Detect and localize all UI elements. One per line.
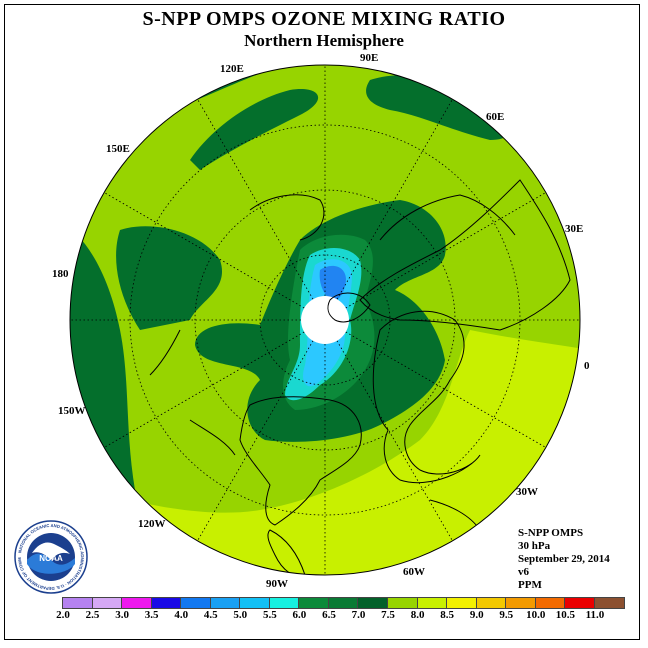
lon-label-30w: 30W — [516, 486, 538, 498]
colorbar — [62, 597, 626, 609]
ozone-dark-region-pacific — [116, 226, 223, 330]
colorbar-swatch — [210, 598, 241, 608]
page-frame — [4, 4, 640, 640]
lon-label-120w: 120W — [138, 518, 166, 530]
colorbar-swatch — [417, 598, 448, 608]
colorbar-ticks: 2.0 2.5 3.0 3.5 4.0 4.5 5.0 5.5 6.0 6.5 7.0 7.5 8.0 8… — [56, 609, 604, 623]
colorbar-tick-label: 9.5 — [499, 609, 514, 621]
info-units: PPM — [518, 579, 542, 591]
colorbar-swatch — [122, 598, 152, 608]
colorbar-swatch — [269, 598, 300, 608]
info-level: 30 hPa — [518, 540, 551, 552]
meridian-line — [336, 98, 453, 300]
page-title: S-NPP OMPS OZONE MIXING RATIO — [142, 8, 506, 30]
product-info: S-NPP OMPS 30 hPa September 29, 2014 v6 … — [518, 527, 610, 592]
colorbar-tick-label: 9.0 — [469, 609, 484, 621]
meridian-lines — [70, 65, 580, 575]
noaa-logo-wordmark: NOAA — [39, 554, 63, 563]
colorbar-swatch — [240, 598, 270, 608]
colorbar-swatch — [181, 598, 211, 608]
lon-label-90e: 90E — [360, 52, 379, 64]
meridian-line — [103, 331, 305, 448]
colorbar-swatch — [476, 598, 507, 608]
colorbar-tick-label: 6.0 — [292, 609, 307, 621]
lon-label-30e: 30E — [565, 223, 584, 235]
ozone-dark-region-northwest — [190, 89, 319, 170]
colorbar-swatch — [506, 598, 536, 608]
lon-label-90w: 90W — [266, 578, 288, 590]
info-version: v6 — [518, 566, 529, 578]
ozone-dark-region-north — [366, 75, 513, 140]
colorbar-swatch — [151, 598, 182, 608]
colorbar-tick-label: 2.5 — [85, 609, 100, 621]
polar-no-data-area — [301, 296, 349, 344]
colorbar-tick-label: 4.5 — [203, 609, 218, 621]
meridian-line — [103, 192, 305, 309]
colorbar-tick-label: 8.5 — [440, 609, 455, 621]
lon-label-150e: 150E — [106, 143, 130, 155]
colorbar-tick-label: 7.0 — [351, 609, 366, 621]
meridian-line — [345, 331, 547, 448]
coastlines — [149, 179, 571, 575]
meridian-line — [197, 340, 314, 542]
colorbar-swatch — [299, 598, 329, 608]
lon-label-180: 180 — [52, 268, 69, 280]
lon-label-120e: 120E — [220, 63, 244, 75]
noaa-logo: NATIONAL OCEANIC AND ATMOSPHERIC ADMINIS… — [14, 520, 88, 594]
colorbar-swatch — [63, 598, 93, 608]
colorbar-tick-label: 11.0 — [585, 609, 605, 621]
colorbar-tick-label: 5.5 — [262, 609, 277, 621]
colorbar-swatch — [92, 598, 123, 608]
page-subtitle: Northern Hemisphere — [244, 31, 404, 50]
lon-label-60w: 60W — [403, 566, 425, 578]
colorbar-tick-label: 7.5 — [381, 609, 395, 621]
colorbar-swatch — [328, 598, 359, 608]
meridian-line — [336, 340, 453, 542]
info-date: September 29, 2014 — [518, 553, 610, 565]
meridian-line — [197, 98, 314, 300]
meridian-line — [345, 192, 547, 309]
colorbar-tick-label: 5.0 — [233, 609, 248, 621]
ozone-dark-region-arc — [70, 65, 290, 490]
colorbar-tick-label: 10.0 — [526, 609, 546, 621]
ozone-blue-region — [319, 265, 346, 302]
ozone-pale-region-south — [70, 330, 580, 575]
colorbar-tick-label: 8.0 — [410, 609, 425, 621]
colorbar-tick-label: 3.5 — [144, 609, 159, 621]
lon-label-60e: 60E — [486, 111, 505, 123]
colorbar-tick-label: 6.5 — [322, 609, 336, 621]
colorbar-swatch — [447, 598, 477, 608]
colorbar-tick-label: 4.0 — [174, 609, 189, 621]
colorbar-swatch — [358, 598, 389, 608]
colorbar-swatch — [565, 598, 595, 608]
colorbar-tick-label: 2.0 — [56, 609, 70, 621]
colorbar-swatch — [535, 598, 566, 608]
globe-outline — [69, 64, 581, 576]
colorbar-tick-label: 3.0 — [115, 609, 129, 621]
colorbar-swatch — [388, 598, 418, 608]
lon-label-150w: 150W — [58, 405, 86, 417]
info-instrument: S-NPP OMPS — [518, 527, 584, 539]
colorbar-swatch — [594, 598, 625, 608]
lon-label-0: 0 — [584, 360, 590, 372]
colorbar-tick-label: 10.5 — [555, 609, 575, 621]
